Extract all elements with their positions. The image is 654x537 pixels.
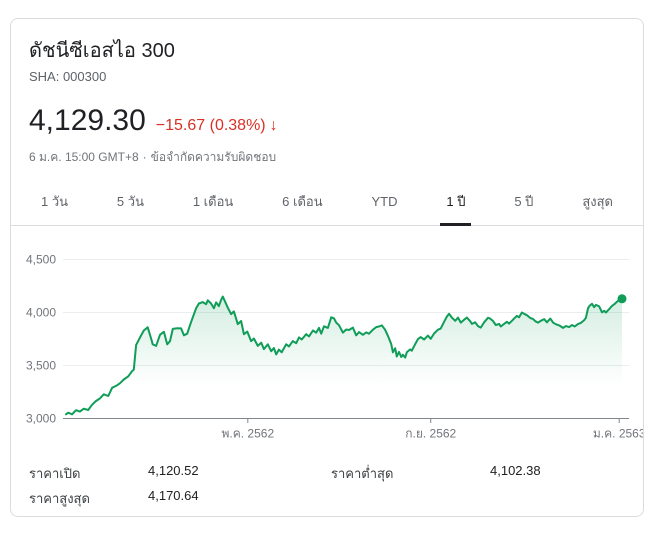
stats-table: ราคาเปิด 4,120.52 ราคาต่ำสุด 4,102.38 รา… xyxy=(11,455,643,515)
low-label: ราคาต่ำสุด xyxy=(331,466,394,481)
y-axis-tick-label: 3,000 xyxy=(26,412,56,426)
tab-1-วัน[interactable]: 1 วัน xyxy=(41,194,69,209)
price-chart[interactable]: 4,500 4,000 3,500 3,000 พ.ค. 2562 ก.ย. 2562 ม.… xyxy=(11,241,644,451)
x-axis-tick-label: พ.ค. 2562 xyxy=(221,427,274,441)
price-line xyxy=(65,295,623,416)
stock-widget-card: ดัชนีซีเอสไอ 300 SHA: 000300 4,129.30 −1… xyxy=(10,18,644,517)
current-price: 4,129.30 xyxy=(29,104,146,137)
high-value: 4,170.64 xyxy=(148,488,199,503)
x-axis-tick-label: ม.ค. 2563 xyxy=(593,427,644,441)
tab-5-วัน[interactable]: 5 วัน xyxy=(116,194,144,209)
y-axis-tick-label: 4,500 xyxy=(26,253,56,267)
area-fill xyxy=(66,296,622,419)
open-label: ราคาเปิด xyxy=(29,466,81,481)
range-tabs: 1 วัน 5 วัน 1 เดือน 6 เดือน YTD 1 ปี 5 ปี สูงสุ… xyxy=(11,180,643,226)
y-axis-tick-label: 4,000 xyxy=(26,306,56,320)
quote-timestamp: 6 ม.ค. 15:00 GMT+8 xyxy=(29,150,139,164)
tab-YTD[interactable]: YTD xyxy=(371,194,398,209)
tab-6-เดือน[interactable]: 6 เดือน xyxy=(282,194,323,209)
tab-1-ปี[interactable]: 1 ปี xyxy=(440,180,472,226)
tab-1-เดือน[interactable]: 1 เดือน xyxy=(192,194,234,209)
dot-separator: · xyxy=(142,150,147,164)
low-value: 4,102.38 xyxy=(490,463,541,478)
disclaimer-link[interactable]: ข้อจำกัดความรับผิดชอบ xyxy=(150,150,277,164)
arrow-down-icon: ↓ xyxy=(269,117,278,134)
widget-header: ดัชนีซีเอสไอ 300 SHA: 000300 4,129.30 −1… xyxy=(11,19,643,167)
price-change: −15.67 (0.38%) xyxy=(155,117,266,134)
last-price-dot xyxy=(617,294,627,304)
price-row: 4,129.30 −15.67 (0.38%) ↓ xyxy=(29,104,625,138)
tab-สูงสุด[interactable]: สูงสุด xyxy=(582,194,613,209)
page-title: ดัชนีซีเอสไอ 300 xyxy=(29,40,175,62)
x-axis-tick-label: ก.ย. 2562 xyxy=(405,427,456,441)
exchange-ticker: SHA: 000300 xyxy=(29,69,107,84)
chart-area[interactable]: 4,500 4,000 3,500 3,000 พ.ค. 2562 ก.ย. 2562 ม.… xyxy=(11,241,643,451)
high-label: ราคาสูงสุด xyxy=(29,491,90,506)
quote-timestamp-row: 6 ม.ค. 15:00 GMT+8 · ข้อจำกัดความรับผิดชอบ xyxy=(29,148,625,167)
y-axis-tick-label: 3,500 xyxy=(26,359,56,373)
tab-5-ปี[interactable]: 5 ปี xyxy=(514,194,534,209)
open-value: 4,120.52 xyxy=(148,463,199,478)
